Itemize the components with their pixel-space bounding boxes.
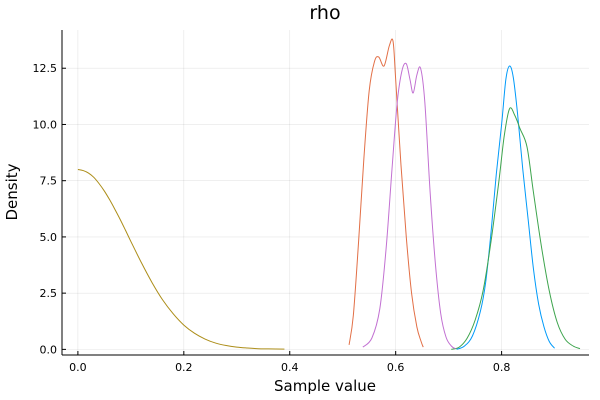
x-tick-label: 0.4 (281, 361, 299, 374)
y-axis-title: Density (3, 163, 21, 220)
density-series-3 (451, 107, 581, 350)
series-layer (77, 38, 581, 350)
x-tick-label: 0.6 (387, 361, 405, 374)
grid-layer (62, 30, 589, 355)
axis-layer (61, 30, 589, 356)
density-series-2 (348, 38, 424, 348)
y-tick-label: 12.5 (33, 62, 58, 75)
y-tick-label: 7.5 (40, 175, 58, 188)
x-tick-labels: 0.0 0.2 0.4 0.6 0.8 (69, 351, 510, 374)
x-tick-label: 0.2 (175, 361, 193, 374)
x-tick-label: 0.0 (69, 361, 87, 374)
y-tick-label: 10.0 (33, 118, 58, 131)
y-tick-label: 2.5 (40, 287, 58, 300)
density-series-5 (77, 168, 285, 350)
x-tick-label: 0.8 (493, 361, 511, 374)
density-series-4 (362, 62, 456, 350)
x-axis-title: Sample value (274, 377, 376, 395)
chart-title: rho (309, 2, 340, 24)
y-tick-labels: 0.0 2.5 5.0 7.5 10.0 12.5 (33, 62, 66, 356)
y-tick-label: 0.0 (40, 343, 58, 356)
y-tick-label: 5.0 (40, 231, 58, 244)
density-series-1 (456, 65, 555, 350)
